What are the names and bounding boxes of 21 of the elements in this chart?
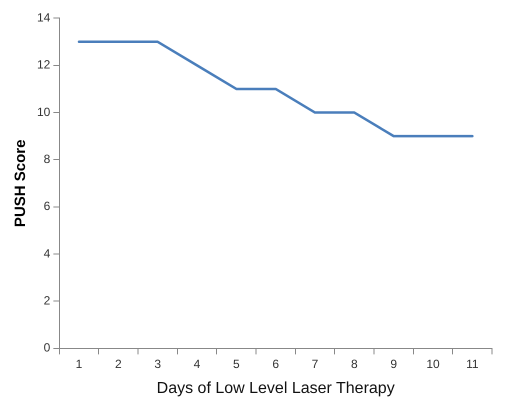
y-tick-label: 8 (44, 152, 51, 166)
x-tick-label: 9 (390, 356, 398, 371)
y-tick-label: 12 (36, 58, 51, 72)
y-tick-label: 14 (36, 10, 51, 25)
y-tick-label: 4 (44, 246, 51, 260)
x-axis-title: Days of Low Level Laser Therapy (156, 380, 395, 397)
x-tick-label: 11 (466, 356, 479, 371)
x-tick-label: 3 (154, 356, 162, 371)
y-tick-label: 2 (44, 294, 51, 308)
x-tick-label: 10 (426, 356, 440, 371)
y-tick-label: 10 (36, 104, 51, 119)
x-tick-label: 8 (350, 356, 358, 371)
x-tick-label: 6 (272, 356, 280, 371)
y-axis-title: PUSH Score (12, 140, 30, 228)
y-tick-label: 6 (44, 199, 51, 214)
x-tick-label: 5 (233, 356, 240, 371)
x-tick-label: 2 (115, 356, 122, 371)
x-tick-label: 4 (194, 356, 201, 371)
x-tick-label: 1 (76, 356, 83, 371)
x-tick-label: 7 (312, 356, 319, 371)
y-tick-label: 0 (44, 340, 51, 355)
